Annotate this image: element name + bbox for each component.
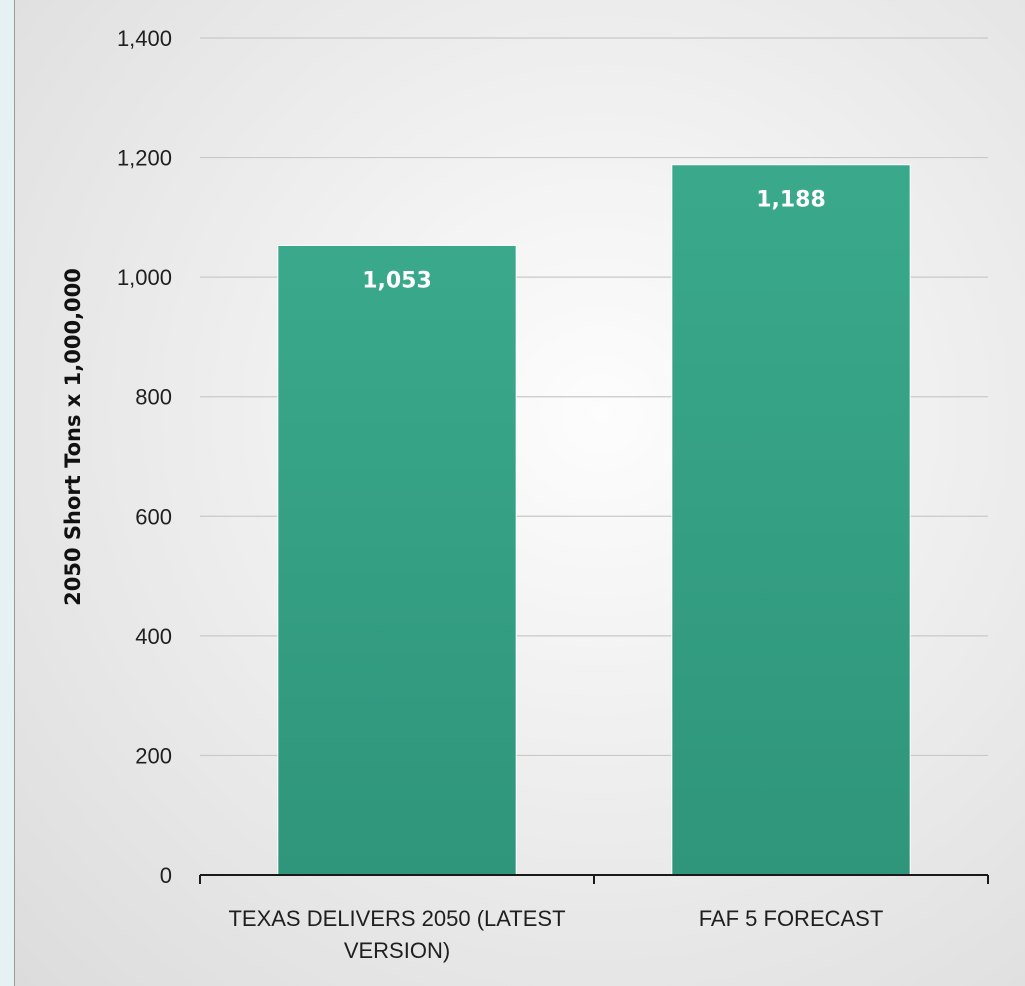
y-tick-label: 1,000 [117,265,172,290]
bars [277,164,911,876]
y-tick-label: 800 [135,385,172,410]
x-category-label: TEXAS DELIVERS 2050 (LATEST VERSION) [228,906,565,963]
y-tick-label: 400 [135,624,172,649]
y-tick-label: 1,400 [117,26,172,51]
bar [277,244,517,876]
x-axis [199,874,989,884]
y-tick-label: 200 [135,743,172,768]
bar [671,164,911,876]
y-tick-label: 0 [160,863,172,888]
x-axis-category-labels: TEXAS DELIVERS 2050 (LATEST VERSION) FAF 5… [228,906,883,963]
y-axis-ticks: 0 200 400 600 800 1,000 1,200 1,400 [117,26,172,888]
data-label: 1,188 [756,188,826,213]
x-category-label: FAF 5 FORECAST [699,906,884,931]
y-axis-title: 2050 Short Tons x 1,000,000 [61,268,85,606]
y-tick-label: 1,200 [117,146,172,171]
data-labels: 1,053 1,188 [362,188,826,294]
data-label: 1,053 [362,268,432,293]
y-tick-label: 600 [135,504,172,529]
